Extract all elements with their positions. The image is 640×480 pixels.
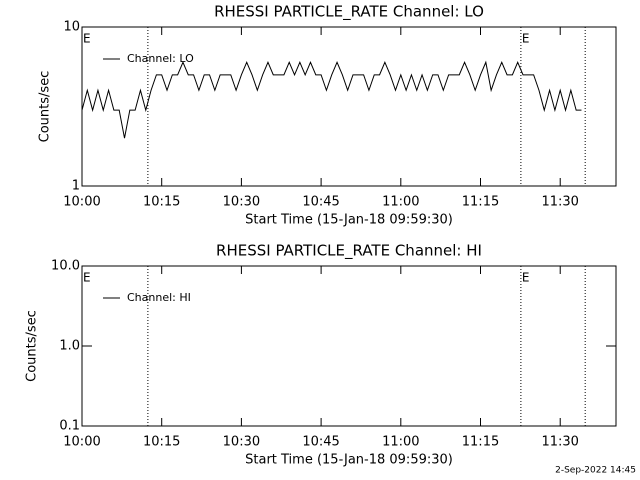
y-tick-label: 1.0: [59, 339, 80, 354]
y-axis-label: Counts/sec: [38, 71, 53, 143]
x-tick-label: 10:00: [63, 195, 100, 210]
chart-title: RHESSI PARTICLE_RATE Channel: HI: [216, 242, 482, 261]
x-tick-label: 10:30: [223, 435, 260, 450]
x-tick-label: 10:15: [143, 195, 180, 210]
y-tick-label: 1: [72, 179, 80, 194]
event-label: E: [83, 32, 91, 46]
legend-label: Channel: HI: [127, 291, 191, 304]
series-line: [81, 60, 582, 139]
x-tick-label: 11:30: [541, 435, 578, 450]
legend-label: Channel: LO: [127, 52, 194, 65]
x-tick-label: 11:00: [382, 435, 419, 450]
event-label: E: [522, 32, 530, 46]
y-tick-label: 10: [63, 20, 80, 35]
x-tick-label: 10:15: [143, 435, 180, 450]
x-tick-label: 10:45: [302, 195, 339, 210]
x-tick-label: 10:00: [63, 435, 100, 450]
event-label: E: [83, 271, 91, 285]
x-axis-label: Start Time (15-Jan-18 09:59:30): [245, 453, 453, 468]
y-axis-label: Counts/sec: [25, 310, 40, 382]
x-tick-label: 10:30: [223, 195, 260, 210]
event-label: E: [522, 271, 530, 285]
x-tick-label: 11:00: [382, 195, 419, 210]
plot-frame: [81, 26, 617, 187]
x-tick-label: 11:15: [462, 435, 499, 450]
x-tick-label: 11:30: [541, 195, 578, 210]
x-tick-label: 11:15: [462, 195, 499, 210]
y-tick-label: 0.1: [59, 419, 80, 434]
x-tick-label: 10:45: [302, 435, 339, 450]
footer: 2-Sep-2022 14:45: [555, 466, 636, 476]
x-axis-label: Start Time (15-Jan-18 09:59:30): [245, 213, 453, 228]
y-tick-label: 10.0: [51, 259, 80, 274]
plot-frame: [81, 265, 617, 427]
chart-title: RHESSI PARTICLE_RATE Channel: LO: [214, 3, 484, 22]
